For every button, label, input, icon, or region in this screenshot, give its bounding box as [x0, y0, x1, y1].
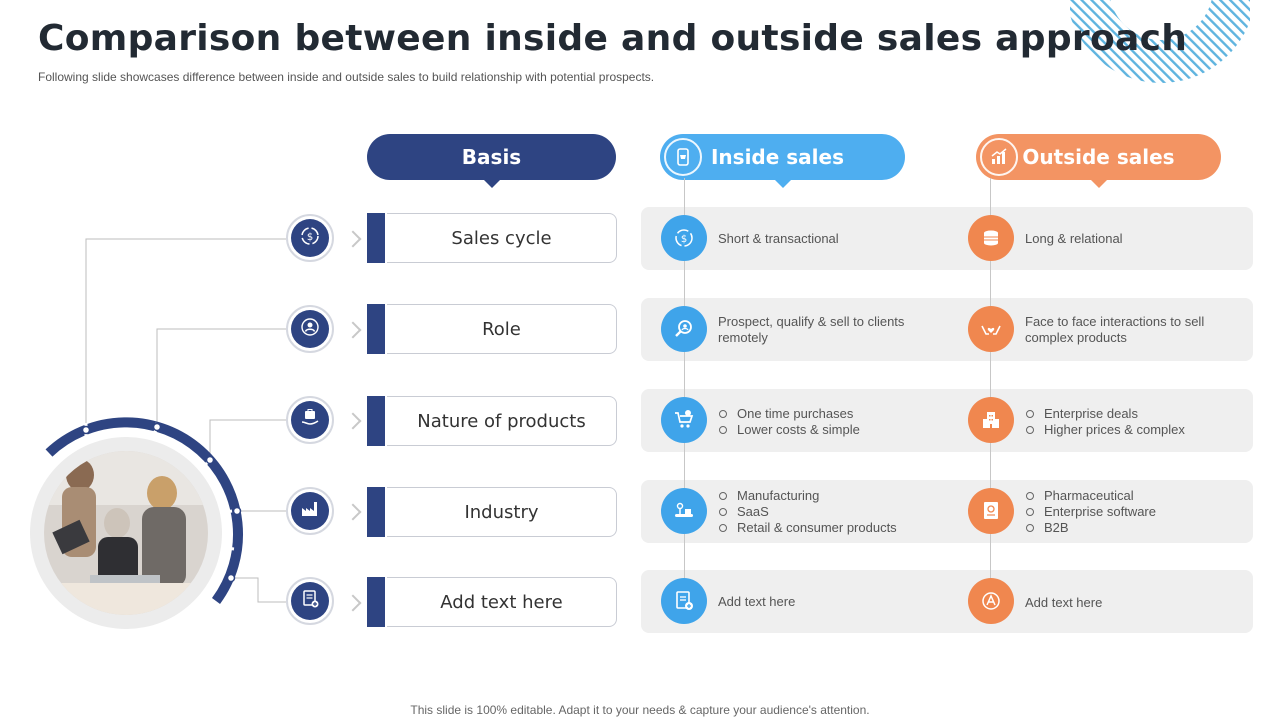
basis-accent-bar: [367, 396, 385, 446]
text-badge-icon: [968, 578, 1014, 624]
inside-sales-header: Inside sales: [660, 134, 905, 188]
outside-sales-cell: Face to face interactions to sell comple…: [1025, 314, 1230, 346]
page-subtitle: Following slide showcases difference bet…: [38, 70, 655, 84]
chevron-right-icon: [344, 594, 362, 612]
basis-accent-bar: [367, 213, 385, 263]
basis-header: Basis: [367, 134, 616, 188]
basis-label-box: Industry: [387, 487, 617, 537]
page-title: Comparison between inside and outside sa…: [38, 18, 1188, 59]
bullet-item: Pharmaceutical: [1025, 488, 1230, 504]
basis-label: Role: [482, 318, 521, 340]
bullet-item: Enterprise software: [1025, 504, 1230, 520]
connector-lines: [85, 238, 286, 603]
basis-label-box: Add text here: [387, 577, 617, 627]
document-add-icon: [661, 578, 707, 624]
inside-sales-cell: Short & transactional: [718, 231, 928, 247]
basis-icon-circle: [286, 396, 334, 444]
outside-sales-cell: Add text here: [1025, 595, 1230, 611]
outside-sales-cell: Enterprise deals Higher prices & complex: [1025, 406, 1230, 438]
phone-cart-icon: [664, 138, 702, 176]
basis-label: Add text here: [440, 591, 563, 613]
bullet-item: B2B: [1025, 520, 1230, 536]
bullet-item: Lower costs & simple: [718, 422, 928, 438]
inside-sales-cell: Manufacturing SaaS Retail & consumer produ…: [718, 488, 928, 536]
cell-text: Face to face interactions to sell comple…: [1025, 314, 1205, 345]
bullet-item: One time purchases: [718, 406, 928, 422]
bullet-item: Manufacturing: [718, 488, 928, 504]
basis-label-box: Role: [387, 304, 617, 354]
dollar-cycle-icon: $: [299, 225, 321, 252]
decorative-hatched-arc: [1070, 0, 1250, 83]
bullet-item: Enterprise deals: [1025, 406, 1230, 422]
outside-sales-header-label: Outside sales: [1022, 145, 1175, 169]
basis-icon-circle: [286, 577, 334, 625]
cell-text: Prospect, qualify & sell to clients remo…: [718, 314, 905, 345]
bullet-item: Higher prices & complex: [1025, 422, 1230, 438]
cell-text: Add text here: [718, 594, 796, 609]
basis-label: Nature of products: [417, 410, 586, 432]
row-band: [641, 207, 1253, 270]
factory-icon: [299, 498, 321, 525]
row-band: [641, 389, 1253, 452]
team-photo: [30, 417, 243, 629]
inside-sales-cell: Prospect, qualify & sell to clients remo…: [718, 314, 928, 346]
inside-sales-cell: Add text here: [718, 594, 928, 610]
basis-label: Industry: [464, 501, 539, 523]
dollar-refresh-icon: $: [661, 215, 707, 261]
basis-header-label: Basis: [461, 145, 522, 169]
certificate-icon: [968, 488, 1014, 534]
row-band: [641, 570, 1253, 633]
building-icon: [968, 397, 1014, 443]
basis-icon-circle: [286, 305, 334, 353]
coin-stack-icon: [968, 215, 1014, 261]
basis-label: Sales cycle: [451, 227, 552, 249]
document-add-icon: [299, 588, 321, 615]
basis-accent-bar: [367, 487, 385, 537]
basis-accent-bar: [367, 304, 385, 354]
conveyor-icon: [661, 488, 707, 534]
growth-chart-icon: [980, 138, 1018, 176]
cart-icon: [661, 397, 707, 443]
row-band: [641, 480, 1253, 543]
basis-icon-circle: $: [286, 214, 334, 262]
basis-label-box: Sales cycle: [387, 213, 617, 263]
inside-sales-header-label: Inside sales: [710, 145, 844, 169]
chevron-right-icon: [344, 230, 362, 248]
footer-note: This slide is 100% editable. Adapt it to…: [410, 703, 870, 717]
outside-connector-line: [990, 178, 991, 598]
magnifier-person-icon: [661, 306, 707, 352]
cell-text: Long & relational: [1025, 231, 1123, 246]
svg-text:$: $: [681, 234, 687, 245]
hand-briefcase-icon: [299, 407, 321, 434]
chevron-right-icon: [344, 412, 362, 430]
hands-heart-icon: [968, 306, 1014, 352]
bullet-item: Retail & consumer products: [718, 520, 928, 536]
chevron-right-icon: [344, 503, 362, 521]
outside-sales-cell: Long & relational: [1025, 231, 1230, 247]
cell-text: Add text here: [1025, 595, 1103, 610]
outside-sales-cell: Pharmaceutical Enterprise software B2B: [1025, 488, 1230, 536]
row-band: [641, 298, 1253, 361]
basis-label-box: Nature of products: [387, 396, 617, 446]
basis-icon-circle: [286, 487, 334, 535]
outside-sales-header: Outside sales: [976, 134, 1221, 188]
basis-accent-bar: [367, 577, 385, 627]
chevron-right-icon: [344, 321, 362, 339]
inside-sales-cell: One time purchases Lower costs & simple: [718, 406, 928, 438]
cell-text: Short & transactional: [718, 231, 839, 246]
bullet-item: SaaS: [718, 504, 928, 520]
svg-text:$: $: [307, 232, 313, 243]
inside-connector-line: [684, 178, 685, 598]
person-gear-icon: [299, 316, 321, 343]
